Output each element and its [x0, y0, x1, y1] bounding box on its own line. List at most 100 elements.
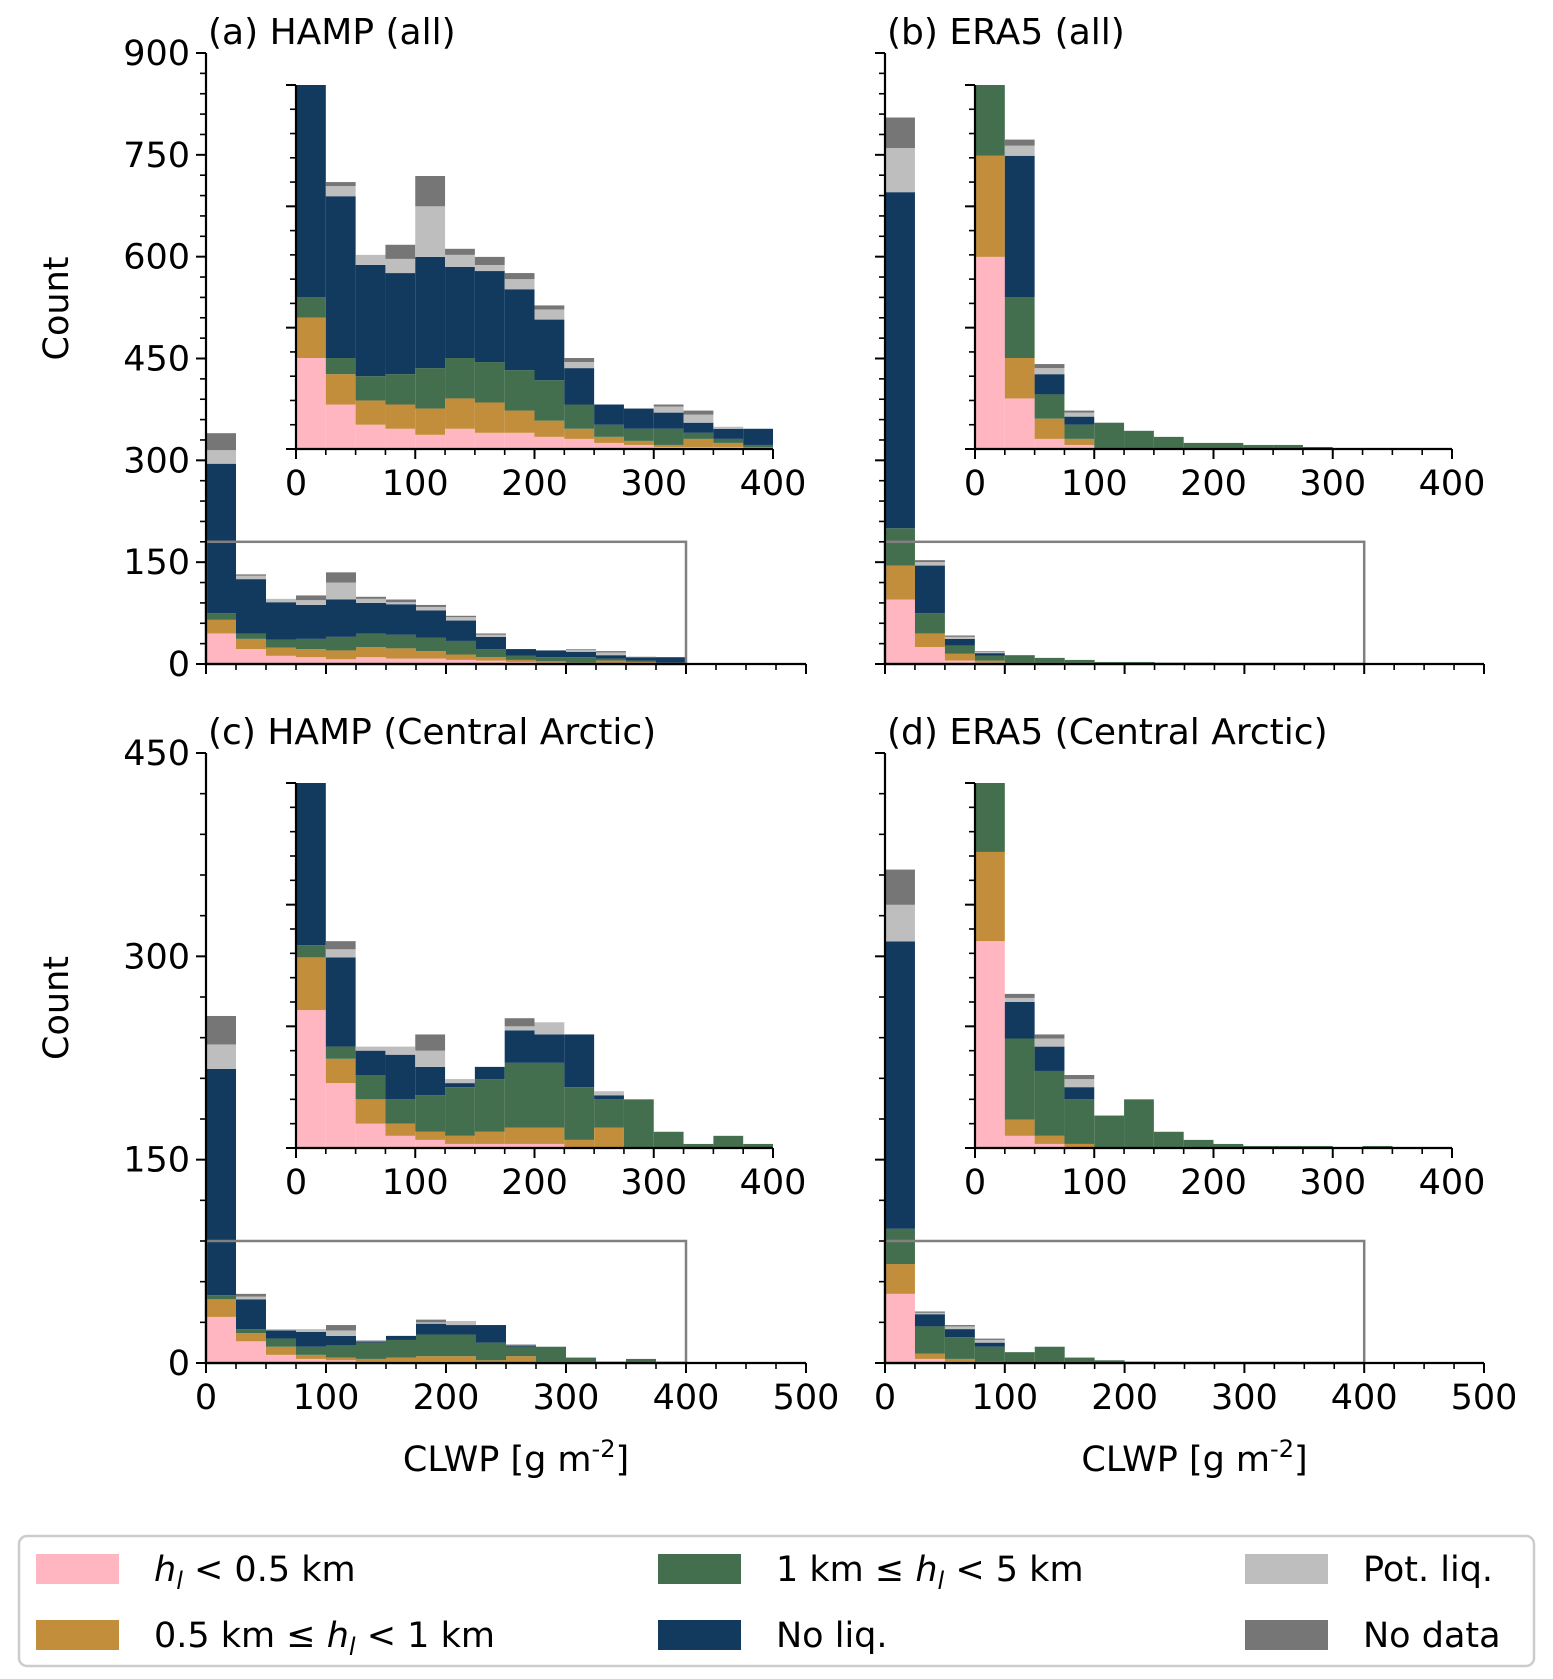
inset-bar-p3-b8-s2 [1213, 1143, 1244, 1148]
main-bar-p1-b1-s4 [914, 562, 945, 566]
main-bar-p1-b1-s0 [914, 647, 945, 664]
inset-bar-p3-b3-s4 [1064, 1079, 1095, 1088]
legend-label-part: 0.5 km ≤ [154, 1616, 327, 1656]
inset-bar-p0-b10-s2 [594, 424, 624, 437]
main-bar-p1-b0-s0 [885, 599, 915, 664]
inset-bar-p0-b8-s1 [534, 420, 565, 437]
main-bar-p0-b14-s2 [626, 660, 656, 662]
main-bar-p1-b6-s2 [1064, 659, 1095, 664]
inset-bar-p2-b1-s2 [325, 1046, 356, 1059]
main-bar-p1-b1-s1 [914, 633, 945, 648]
main-bar-p0-b5-s1 [356, 647, 386, 658]
inset-bar-p0-b0-s1 [296, 317, 326, 358]
legend: hl < 0.5 km0.5 km ≤ hl < 1 km1 km ≤ hl <… [17, 1534, 1536, 1668]
inset-bar-p0-b7-s3 [504, 289, 535, 371]
inset-bar-p0-b8-s0 [534, 436, 565, 449]
main-x-tick-label-0: 0 [874, 1378, 896, 1418]
inset-bar-p2-b15-s2 [743, 1143, 773, 1148]
main-bar-p0-b13-s4 [596, 652, 626, 656]
main-bar-p2-b4-s2 [326, 1345, 356, 1358]
main-bar-p0-b12-s3 [566, 651, 596, 658]
inset-x-tick-label-100: 100 [382, 464, 449, 504]
main-bar-p0-b14-s1 [626, 661, 656, 664]
inset-bar-p3-b1-s4 [1004, 997, 1035, 1002]
main-bar-p3-b2-s1 [944, 1358, 975, 1362]
inset-bar-p0-b4-s0 [415, 434, 446, 449]
inset-bar-p0-b3-s4 [385, 258, 416, 274]
main-bar-p2-b4-s5 [326, 1325, 356, 1331]
inset-bar-p1-b7-s2 [1183, 442, 1214, 449]
main-bar-p3-b3-s2 [974, 1346, 1005, 1362]
main-bar-p3-b2-s4 [944, 1326, 975, 1330]
main-bar-p2-b4-s4 [326, 1330, 356, 1336]
main-bar-p0-b5-s5 [356, 596, 386, 599]
main-bar-p1-b2-s1 [944, 653, 975, 661]
main-bar-p0-b13-s1 [596, 660, 626, 664]
inset-bar-p0-b2-s0 [355, 424, 386, 449]
inset-bar-p0-b1-s1 [325, 374, 356, 405]
main-bar-p0-b5-s2 [356, 633, 386, 648]
inset-x-tick-label-400: 400 [1419, 464, 1486, 504]
main-bar-p3-b0-s2 [885, 1228, 915, 1265]
main-bar-p2-b0-s0 [206, 1316, 236, 1363]
inset-x-tick-label-400: 400 [740, 1163, 807, 1203]
main-bar-p2-b5-s4 [356, 1339, 386, 1342]
x-axis-label-close: ] [1294, 1440, 1308, 1480]
inset-bar-p0-b1-s2 [325, 358, 356, 375]
main-bar-p0-b8-s5 [446, 615, 476, 618]
inset-bar-p2-b2-s3 [355, 1050, 386, 1075]
inset-bar-p0-b8-s3 [534, 319, 565, 381]
main-bar-p2-b6-s3 [386, 1335, 416, 1340]
inset-bar-p3-b7-s2 [1183, 1139, 1214, 1148]
inset-bar-p1-b2-s3 [1034, 374, 1065, 395]
main-bar-p0-b11-s1 [536, 661, 566, 663]
inset-bar-p0-b5-s5 [445, 248, 475, 255]
inset-bar-p1-b2-s0 [1034, 438, 1065, 449]
inset-bar-p0-b9-s1 [564, 428, 595, 439]
main-x-tick-label-300: 300 [1211, 1378, 1278, 1418]
inset-bar-p2-b2-s0 [355, 1123, 386, 1148]
inset-bar-p0-b14-s2 [713, 438, 744, 443]
inset-bar-p1-b4-s2 [1094, 422, 1125, 449]
inset-bar-p1-b0-s1 [975, 155, 1005, 257]
main-bar-p2-b2-s3 [266, 1330, 296, 1339]
inset-bar-p2-b10-s1 [594, 1127, 624, 1148]
x-axis-label: CLWP [g m-2] [403, 1435, 629, 1480]
main-bar-p2-b8-s3 [446, 1325, 476, 1335]
main-bar-p0-b2-s2 [266, 639, 296, 648]
main-x-tick-label-200: 200 [1091, 1378, 1158, 1418]
inset-bar-p2-b8-s0 [534, 1143, 565, 1148]
inset-bar-p0-b13-s4 [683, 414, 714, 423]
main-bar-p2-b7-s5 [416, 1319, 446, 1323]
panel-title: (b) ERA5 (all) [887, 12, 1125, 53]
inset-bar-p2-b1-s5 [325, 941, 356, 950]
main-bar-p2-b3-s3 [296, 1331, 326, 1347]
main-bar-p2-b8-s2 [446, 1334, 476, 1357]
main-bar-p0-b4-s5 [326, 572, 356, 583]
main-bar-p0-b0-s4 [206, 450, 236, 464]
legend-label-c0: hl < 0.5 km [154, 1550, 356, 1595]
inset-bar-p1-b1-s1 [1004, 358, 1035, 399]
inset-bar-p1-b2-s5 [1034, 364, 1065, 369]
inset-bar-p0-b9-s3 [564, 368, 595, 405]
inset-bar-p0-b6-s5 [474, 256, 505, 265]
main-bar-p0-b1-s1 [236, 638, 266, 650]
legend-item-c0: hl < 0.5 km [36, 1550, 356, 1595]
inset-bar-p0-b6-s3 [474, 271, 505, 363]
panel-title: (d) ERA5 (Central Arctic) [887, 712, 1328, 753]
inset-bar-p2-b3-s3 [385, 1054, 416, 1100]
main-bar-p3-b1-s1 [914, 1353, 945, 1359]
main-bar-p2-b3-s4 [296, 1329, 326, 1332]
main-bar-p0-b10-s3 [506, 649, 536, 656]
inset-bar-p3-b3-s5 [1064, 1075, 1095, 1080]
main-bar-p3-b1-s3 [914, 1314, 945, 1327]
inset-bar-p1-b3-s2 [1064, 424, 1095, 439]
main-bar-p2-b3-s0 [296, 1358, 326, 1363]
main-bar-p0-b14-s3 [626, 657, 656, 661]
main-y-tick-label-150: 150 [123, 543, 190, 583]
inset-bar-p3-b0-s0 [975, 941, 1005, 1148]
inset-bar-p2-b13-s2 [683, 1143, 714, 1148]
main-bar-p0-b15-s3 [656, 657, 686, 663]
main-bar-p3-b0-s4 [885, 904, 915, 942]
inset-x-tick-label-200: 200 [501, 464, 568, 504]
